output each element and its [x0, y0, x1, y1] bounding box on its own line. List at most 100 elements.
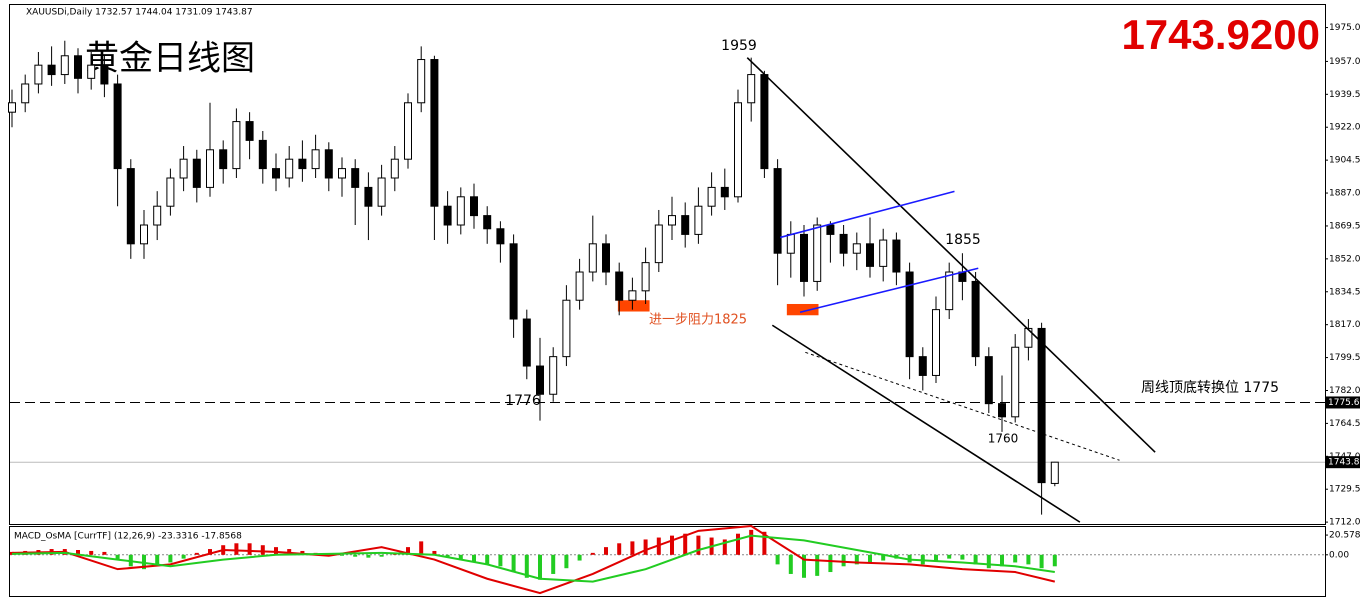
histogram-bar	[590, 552, 595, 555]
candle-body	[285, 158, 294, 179]
histogram-bar	[617, 543, 622, 555]
histogram-bar	[155, 554, 160, 567]
candle-body	[998, 403, 1006, 418]
candle-body	[232, 121, 241, 170]
candle-body	[47, 64, 56, 76]
histogram-bar	[868, 554, 872, 563]
candle-body	[417, 59, 426, 104]
candle-body	[668, 215, 676, 226]
histogram-bar	[564, 554, 569, 569]
y-tick-label: 0.00	[1329, 550, 1349, 560]
candle-body	[113, 83, 122, 170]
histogram-bar	[788, 554, 793, 574]
histogram-bar	[168, 554, 173, 563]
candle-body	[377, 177, 386, 207]
candle-body	[694, 205, 703, 235]
histogram-bar	[485, 554, 490, 565]
candle-body	[245, 121, 254, 141]
candle-body	[126, 168, 135, 245]
macd-label: MACD_OsMA [CurrTF] (12,26,9) -23.3316 -1…	[14, 532, 242, 542]
candle-body	[707, 186, 716, 207]
y-tick-label: 1904.50	[1329, 156, 1360, 166]
histogram-bar	[604, 547, 608, 555]
candle-body	[338, 168, 346, 179]
candle-body	[549, 356, 558, 395]
candle-body	[602, 243, 610, 273]
candle-body	[641, 262, 650, 292]
histogram-bar	[89, 550, 94, 555]
histogram-bar	[934, 554, 938, 561]
annotation: 进一步阻力1825	[649, 313, 747, 328]
candle-body	[100, 64, 109, 85]
annotation: 1760	[988, 432, 1019, 446]
histogram-bar	[670, 535, 674, 555]
candle-body	[984, 356, 993, 405]
price-panel	[9, 4, 1326, 525]
trendline	[746, 57, 1156, 453]
candle-body	[272, 168, 280, 179]
candle-body	[351, 168, 360, 188]
candle-body	[945, 271, 954, 311]
candle-body	[734, 102, 742, 198]
annotation: 1959	[721, 38, 757, 54]
candle-body	[390, 158, 399, 179]
candle-body	[166, 177, 175, 207]
histogram-bar	[445, 554, 450, 557]
histogram-bar	[260, 545, 265, 555]
candle-body	[681, 215, 690, 235]
histogram-bar	[379, 554, 384, 557]
histogram-bar	[366, 554, 371, 558]
y-tick-label: 1799.50	[1329, 353, 1360, 363]
candle-body	[206, 149, 214, 188]
histogram-bar	[234, 543, 239, 555]
candle-body	[813, 224, 822, 282]
histogram-bar	[472, 554, 476, 563]
trendline	[771, 324, 1081, 523]
candle-body	[140, 224, 148, 245]
histogram-bar	[1039, 554, 1044, 569]
candle-body	[34, 64, 43, 85]
histogram-bar	[524, 554, 529, 578]
candle-body	[311, 149, 320, 170]
histogram-bar	[1013, 554, 1018, 563]
candle-body	[179, 158, 188, 179]
histogram-bar	[775, 554, 780, 565]
histogram-bar	[960, 554, 965, 560]
y-tick-label: 1852.00	[1329, 254, 1360, 264]
price-box	[1326, 456, 1360, 469]
macd-line	[11, 534, 1055, 583]
candle-body	[866, 243, 874, 267]
macd-line	[11, 525, 1056, 595]
candle-body	[324, 149, 333, 179]
trendline	[780, 190, 955, 239]
candle-body	[892, 239, 901, 273]
price-box-label: 1743.87	[1328, 458, 1360, 468]
histogram-bar	[458, 554, 463, 560]
candle-body	[575, 271, 584, 301]
histogram-bar	[1052, 554, 1057, 567]
histogram-bar	[511, 554, 516, 573]
histogram-bar	[208, 549, 212, 555]
histogram-bar	[247, 543, 252, 555]
candle-body	[483, 215, 492, 230]
histogram-bar	[630, 541, 635, 555]
histogram-bar	[538, 554, 542, 580]
candle-body	[364, 186, 373, 207]
annotation: 1855	[945, 232, 981, 248]
histogram-bar	[76, 550, 80, 555]
candle-body	[192, 158, 201, 188]
candle-body	[219, 149, 228, 170]
histogram-bar	[577, 554, 582, 561]
y-tick-label: 1887.00	[1329, 189, 1360, 199]
candle-body	[153, 205, 162, 226]
candle-body	[536, 365, 544, 395]
candle-body	[905, 271, 914, 358]
trendline	[805, 351, 1120, 461]
candle-body	[588, 243, 597, 273]
histogram-bar	[102, 551, 107, 555]
histogram-bar	[973, 554, 978, 565]
candle-body	[852, 243, 861, 254]
